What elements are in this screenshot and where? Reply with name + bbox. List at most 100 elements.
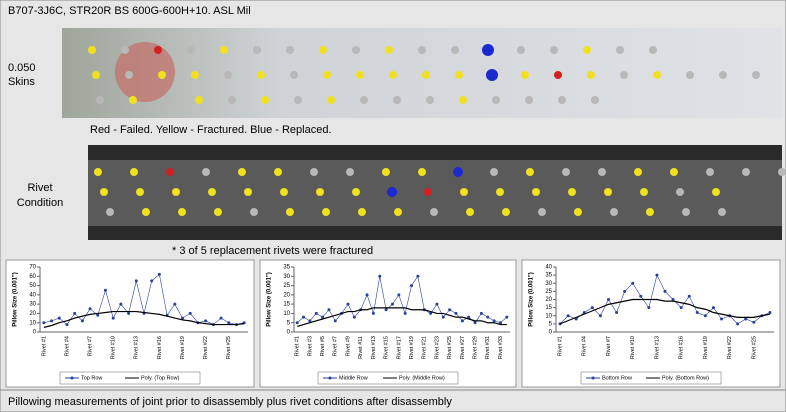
- y-tick-label: 15: [283, 302, 290, 308]
- legend-marker: [592, 377, 595, 380]
- rivet-dot: [172, 188, 180, 196]
- rivet-dot: [178, 208, 186, 216]
- rivet-dot: [158, 71, 166, 79]
- rivet-dot: [322, 208, 330, 216]
- x-tick-label: Rivet #4: [64, 336, 70, 356]
- x-tick-label: Rivet #19: [703, 336, 709, 359]
- x-tick-label: Rivet #10: [111, 336, 117, 359]
- rivet-dot: [257, 71, 265, 79]
- x-tick-label: Rivet #29: [473, 336, 479, 359]
- rivet-dot: [583, 46, 591, 54]
- data-point: [347, 303, 350, 306]
- rivet-dot: [486, 69, 498, 81]
- rivet-label: Rivet: [27, 182, 52, 194]
- data-point: [73, 312, 76, 315]
- rivet-dot: [352, 188, 360, 196]
- title: B707-3J6C, STR20R BS 600G-600H+10. ASL M…: [8, 5, 251, 17]
- data-point: [42, 321, 45, 324]
- rivet-dot: [253, 46, 261, 54]
- x-tick-label: Rivet #19: [180, 336, 186, 359]
- data-point: [567, 314, 570, 317]
- x-tick-label: Rivet #22: [727, 336, 733, 359]
- rivet-dot: [521, 71, 529, 79]
- data-point: [50, 319, 53, 322]
- rivet-dot: [430, 208, 438, 216]
- rivet-dot: [356, 71, 364, 79]
- x-tick-label: Rivet #25: [751, 336, 757, 359]
- rivet-dot: [224, 71, 232, 79]
- data-point: [480, 312, 483, 315]
- legend-label: Bottom Row: [602, 375, 632, 381]
- legend-label: Poly. (Middle Row): [399, 375, 445, 381]
- rivet-dot: [220, 46, 228, 54]
- data-point: [65, 323, 68, 326]
- rivet-dot: [238, 168, 246, 176]
- y-tick-label: 15: [545, 305, 552, 311]
- x-tick-label: Rivet #1: [295, 336, 301, 356]
- rivet-dot: [393, 96, 401, 104]
- rivet-dot: [587, 71, 595, 79]
- x-tick-label: Rivet #27: [460, 336, 466, 359]
- rivet-dot: [424, 188, 432, 196]
- data-point: [639, 295, 642, 298]
- legend-marker: [71, 377, 74, 380]
- rivet-dot: [310, 168, 318, 176]
- y-tick-label: 30: [545, 281, 552, 287]
- y-axis-label: Pillow Size (0.001"): [529, 272, 535, 327]
- rivet-dot: [634, 168, 642, 176]
- data-point: [104, 289, 107, 292]
- x-tick-label: Rivet #23: [434, 336, 440, 359]
- x-tick-label: Rivet #16: [157, 336, 163, 359]
- y-tick-label: 20: [283, 292, 290, 298]
- data-point: [119, 303, 122, 306]
- rivet-dot: [574, 208, 582, 216]
- rivet-dot: [554, 71, 562, 79]
- rivet-dot: [562, 168, 570, 176]
- rivet-dot: [136, 188, 144, 196]
- rivet-dot: [195, 96, 203, 104]
- y-tick-label: 20: [29, 311, 36, 317]
- rivet-dot: [610, 208, 618, 216]
- x-tick-label: Rivet #17: [396, 336, 402, 359]
- data-point: [712, 306, 715, 309]
- caption: Red - Failed. Yellow - Fractured. Blue -…: [90, 124, 332, 136]
- rivet-dot: [591, 96, 599, 104]
- rivet-dot: [742, 168, 750, 176]
- rivet-dot: [382, 168, 390, 176]
- y-tick-label: 40: [29, 292, 36, 298]
- y-tick-label: 25: [545, 289, 552, 295]
- rivet-dot: [712, 188, 720, 196]
- x-tick-label: Rivet #21: [422, 336, 428, 359]
- rivet-dot: [106, 208, 114, 216]
- rivet-dot: [490, 168, 498, 176]
- data-point: [607, 298, 610, 301]
- rivet-dot: [130, 168, 138, 176]
- y-tick-label: 40: [545, 265, 552, 271]
- data-point: [81, 319, 84, 322]
- rivet-dot: [208, 188, 216, 196]
- y-axis-label: Pillow Size (0.001"): [13, 272, 19, 327]
- rivet-dot: [228, 96, 236, 104]
- data-point: [158, 273, 161, 276]
- legend-label: Poly. (Top Row): [141, 375, 180, 381]
- data-point: [150, 279, 153, 282]
- data-point: [58, 317, 61, 320]
- data-point: [127, 312, 130, 315]
- rivet-dot: [517, 46, 525, 54]
- rivet-dot: [327, 96, 335, 104]
- x-tick-label: Rivet #16: [679, 336, 685, 359]
- rivet-dot: [191, 71, 199, 79]
- rivet-dot: [525, 96, 533, 104]
- rivet-dot: [451, 46, 459, 54]
- rivet-dot: [706, 168, 714, 176]
- skins-label: 0.050: [8, 62, 36, 74]
- y-tick-label: 35: [545, 273, 552, 279]
- rivet-dot: [778, 168, 786, 176]
- footer: Pillowing measurements of joint prior to…: [8, 396, 452, 408]
- legend-label: Middle Row: [339, 375, 368, 381]
- x-tick-label: Rivet #15: [384, 336, 390, 359]
- rivet-dot: [274, 168, 282, 176]
- rivet-dot: [676, 188, 684, 196]
- x-tick-label: Rivet #1: [41, 336, 47, 356]
- data-point: [599, 314, 602, 317]
